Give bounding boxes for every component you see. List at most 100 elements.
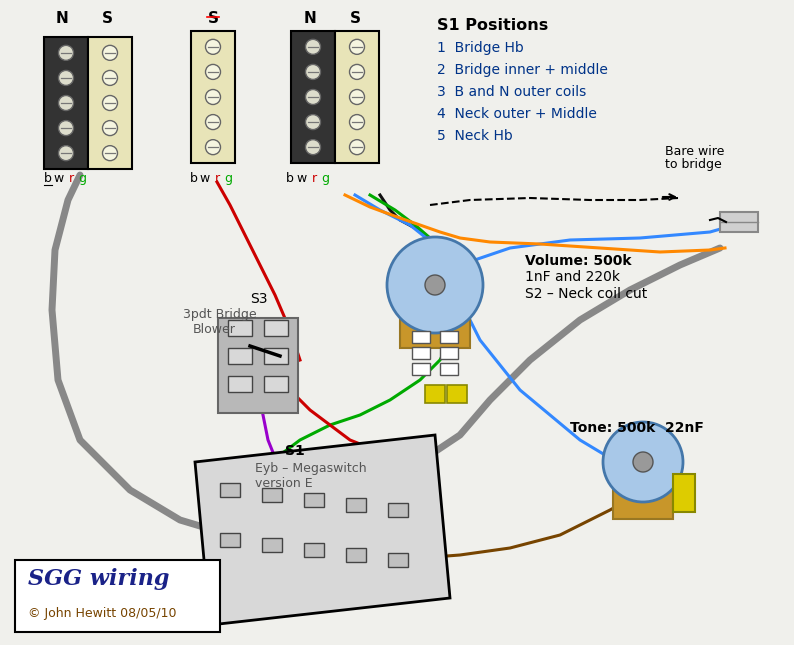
Text: S2 – Neck coil cut: S2 – Neck coil cut [525, 287, 647, 301]
Circle shape [102, 45, 118, 61]
Circle shape [59, 121, 74, 135]
Bar [440, 363, 458, 375]
Text: Volume: 500k: Volume: 500k [525, 254, 631, 268]
Text: g: g [321, 172, 329, 185]
Text: w: w [54, 172, 64, 185]
Bar [613, 484, 673, 519]
Bar [720, 212, 758, 232]
Text: N: N [56, 11, 68, 26]
Bar [264, 348, 288, 364]
Text: S: S [349, 11, 360, 26]
Text: w: w [297, 172, 307, 185]
Text: 4  Neck outer + Middle: 4 Neck outer + Middle [437, 107, 597, 121]
Bar [220, 533, 240, 547]
Bar [304, 493, 324, 507]
Bar [400, 310, 470, 348]
Circle shape [102, 95, 118, 110]
Bar [412, 363, 430, 375]
Text: b: b [44, 172, 52, 185]
Circle shape [206, 64, 221, 79]
Text: Blower: Blower [193, 323, 236, 336]
Circle shape [102, 121, 118, 135]
Bar [440, 331, 458, 343]
Bar [220, 483, 240, 497]
Circle shape [633, 452, 653, 472]
Circle shape [349, 64, 364, 79]
Text: r: r [214, 172, 220, 185]
Text: w: w [200, 172, 210, 185]
Text: S: S [207, 11, 218, 26]
Text: S1: S1 [285, 444, 305, 458]
Text: 3  B and N outer coils: 3 B and N outer coils [437, 85, 586, 99]
Text: Eyb – Megaswitch: Eyb – Megaswitch [255, 462, 367, 475]
Bar [228, 348, 252, 364]
Bar [346, 498, 366, 512]
Bar [262, 538, 282, 552]
Text: g: g [224, 172, 232, 185]
Circle shape [349, 39, 364, 54]
Text: 2  Bridge inner + middle: 2 Bridge inner + middle [437, 63, 608, 77]
Circle shape [59, 95, 74, 110]
Bar [412, 347, 430, 359]
Text: N: N [303, 11, 316, 26]
Bar [388, 553, 408, 567]
Circle shape [387, 237, 483, 333]
Bar [304, 543, 324, 557]
Text: S1 Positions: S1 Positions [437, 18, 548, 33]
Bar [228, 320, 252, 336]
Text: r: r [68, 172, 74, 185]
Circle shape [59, 70, 74, 85]
Text: b: b [190, 172, 198, 185]
Bar [264, 376, 288, 392]
Circle shape [349, 90, 364, 104]
Bar [218, 318, 298, 413]
Bar [447, 385, 467, 403]
Circle shape [603, 422, 683, 502]
Bar [412, 331, 430, 343]
Circle shape [206, 140, 221, 155]
Circle shape [306, 64, 321, 79]
Bar [346, 548, 366, 562]
Polygon shape [195, 435, 450, 625]
Bar [388, 503, 408, 517]
Circle shape [59, 45, 74, 61]
Bar [264, 320, 288, 336]
Text: to bridge: to bridge [665, 158, 722, 171]
Circle shape [206, 115, 221, 130]
Text: S: S [102, 11, 113, 26]
Bar [335, 31, 379, 163]
Bar [191, 31, 235, 163]
Text: S3: S3 [250, 292, 268, 306]
Text: b: b [286, 172, 294, 185]
Circle shape [59, 146, 74, 161]
Circle shape [206, 39, 221, 54]
Text: 5  Neck Hb: 5 Neck Hb [437, 129, 513, 143]
Text: © John Hewitt 08/05/10: © John Hewitt 08/05/10 [28, 607, 176, 620]
Bar [88, 37, 132, 169]
Bar [228, 376, 252, 392]
Bar [673, 474, 695, 512]
Bar [15, 560, 220, 632]
Text: 1  Bridge Hb: 1 Bridge Hb [437, 41, 524, 55]
Circle shape [102, 70, 118, 85]
Text: 3pdt Bridge: 3pdt Bridge [183, 308, 256, 321]
Text: SGG wiring: SGG wiring [28, 568, 169, 590]
Bar [262, 488, 282, 502]
Circle shape [206, 90, 221, 104]
Circle shape [425, 275, 445, 295]
Bar [291, 31, 335, 163]
Circle shape [102, 146, 118, 161]
Bar [44, 37, 88, 169]
Bar [440, 347, 458, 359]
Text: Bare wire: Bare wire [665, 145, 724, 158]
Text: g: g [78, 172, 86, 185]
Text: version E: version E [255, 477, 313, 490]
Circle shape [306, 90, 321, 104]
Text: r: r [311, 172, 317, 185]
Text: Tone: 500k  22nF: Tone: 500k 22nF [570, 421, 703, 435]
Circle shape [349, 140, 364, 155]
Circle shape [306, 140, 321, 155]
Circle shape [349, 115, 364, 130]
Text: 1nF and 220k: 1nF and 220k [525, 270, 620, 284]
Circle shape [306, 115, 321, 130]
